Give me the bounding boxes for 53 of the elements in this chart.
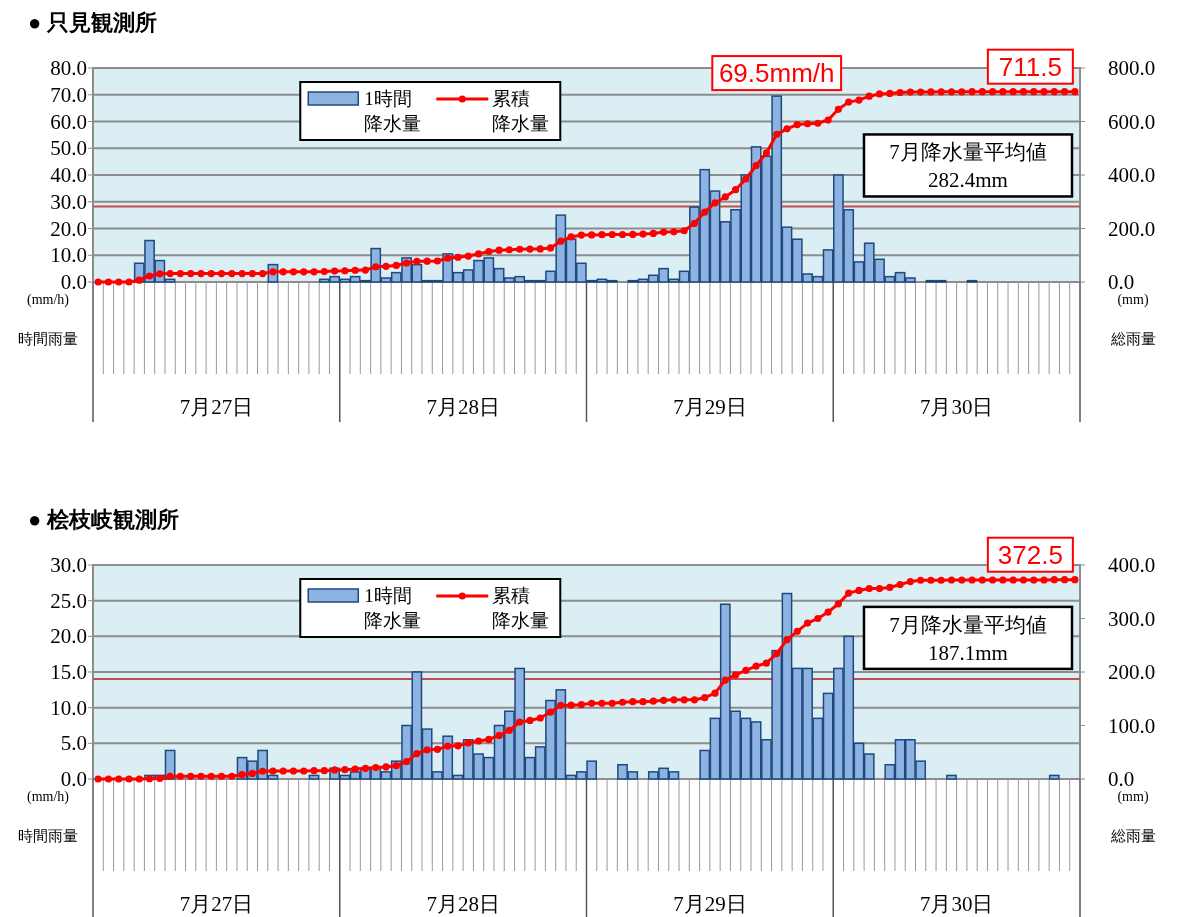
y2-axis-title: (mm)	[1117, 789, 1149, 805]
y-tick-label: 10.0	[50, 243, 87, 268]
y2-tick-label: 600.0	[1108, 109, 1156, 134]
y2-tick-label: 0.0	[1108, 270, 1135, 294]
y-tick-label: 30.0	[50, 189, 87, 214]
y2-tick-label: 0.0	[1108, 767, 1135, 791]
y-tick-label: 5.0	[60, 731, 87, 756]
y-tick-label: 15.0	[50, 660, 87, 684]
data-label: 711.5	[998, 51, 1062, 82]
y2-tick-label: 400.0	[1108, 163, 1156, 187]
y-tick-label: 70.0	[50, 82, 87, 107]
y-tick-label: 40.0	[50, 163, 87, 187]
text: 7月29日	[673, 892, 747, 916]
y-tick-label: 50.0	[50, 136, 87, 161]
y2-tick-label: 200.0	[1108, 660, 1156, 684]
legend-label: 1時間降水量	[364, 88, 422, 134]
text: 時間雨量	[18, 331, 78, 347]
y2-tick-label: 100.0	[1108, 713, 1156, 738]
data-label: 69.5mm/h	[718, 58, 835, 89]
y-tick-label: 20.0	[50, 624, 87, 649]
y-axis-title: (mm/h)	[27, 292, 70, 308]
text: 7月28日	[426, 892, 500, 916]
y2-tick-label: 200.0	[1108, 216, 1156, 241]
ref-line-label: 7月降水量平均値 187.1mm	[889, 612, 1047, 665]
y-tick-label: 10.0	[50, 695, 87, 720]
y-tick-label: 60.0	[50, 109, 87, 134]
chart-title: ● 桧枝岐観測所	[28, 507, 180, 532]
y-tick-label: 0.0	[60, 767, 87, 791]
y-axis-title: (mm/h)	[27, 789, 70, 805]
y-tick-label: 80.0	[50, 56, 87, 80]
text: 7月27日	[179, 395, 254, 419]
y-tick-label: 0.0	[60, 270, 87, 294]
data-label: 372.5	[997, 539, 1063, 570]
y-tick-label: 20.0	[50, 216, 87, 241]
text: 7月30日	[919, 395, 994, 419]
text: 時間雨量	[18, 828, 78, 844]
y2-tick-label: 800.0	[1108, 56, 1156, 80]
text: 7月28日	[426, 395, 500, 419]
ref-line-label: 7月降水量平均値 282.4mm	[889, 140, 1047, 193]
y2-tick-label: 300.0	[1108, 606, 1156, 631]
y-tick-label: 30.0	[50, 553, 87, 577]
legend-label: 累積降水量	[492, 585, 550, 631]
text: 総雨量	[1109, 828, 1156, 844]
y2-tick-label: 400.0	[1108, 553, 1156, 577]
y2-axis-title: (mm)	[1117, 292, 1149, 308]
chart-title: ● 只見観測所	[28, 10, 158, 35]
text: 7月27日	[179, 892, 254, 916]
text: 総雨量	[1109, 331, 1156, 347]
text: 7月30日	[919, 892, 994, 916]
legend-label: 1時間降水量	[364, 585, 422, 631]
legend-label: 累積降水量	[492, 88, 550, 134]
text: 7月29日	[673, 395, 747, 419]
y-tick-label: 25.0	[50, 588, 87, 613]
